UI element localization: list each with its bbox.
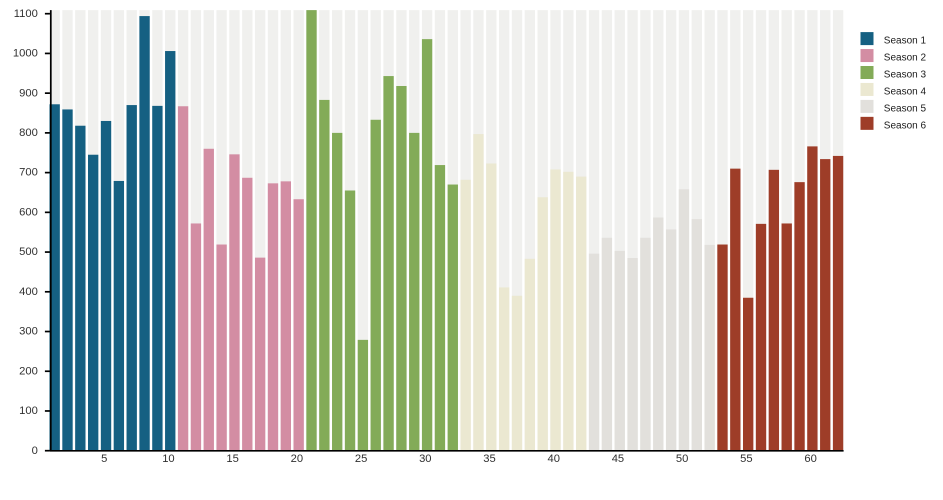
- svg-text:0: 0: [32, 445, 38, 457]
- svg-text:500: 500: [19, 246, 38, 258]
- svg-text:100: 100: [19, 405, 38, 417]
- svg-text:10: 10: [162, 453, 174, 465]
- svg-text:60: 60: [804, 453, 816, 465]
- svg-text:20: 20: [291, 453, 303, 465]
- svg-text:25: 25: [355, 453, 367, 465]
- svg-text:Season 2: Season 2: [884, 52, 927, 63]
- svg-text:200: 200: [19, 365, 38, 377]
- svg-text:40: 40: [548, 453, 560, 465]
- svg-text:900: 900: [19, 87, 38, 99]
- svg-text:35: 35: [483, 453, 495, 465]
- svg-text:Season 3: Season 3: [884, 69, 927, 80]
- svg-text:5: 5: [101, 453, 107, 465]
- svg-text:Season 4: Season 4: [884, 86, 927, 97]
- svg-text:400: 400: [19, 286, 38, 298]
- svg-text:700: 700: [19, 167, 38, 179]
- svg-text:1100: 1100: [14, 8, 38, 20]
- svg-text:1000: 1000: [13, 48, 38, 60]
- svg-text:30: 30: [419, 453, 431, 465]
- svg-text:55: 55: [740, 453, 752, 465]
- svg-text:300: 300: [19, 326, 38, 338]
- svg-text:Season 1: Season 1: [884, 36, 927, 47]
- svg-text:Season 6: Season 6: [884, 120, 927, 131]
- svg-text:45: 45: [612, 453, 624, 465]
- svg-text:600: 600: [19, 206, 38, 218]
- svg-text:15: 15: [226, 453, 238, 465]
- svg-text:800: 800: [19, 127, 38, 139]
- svg-text:50: 50: [676, 453, 688, 465]
- svg-text:Season 5: Season 5: [884, 103, 927, 114]
